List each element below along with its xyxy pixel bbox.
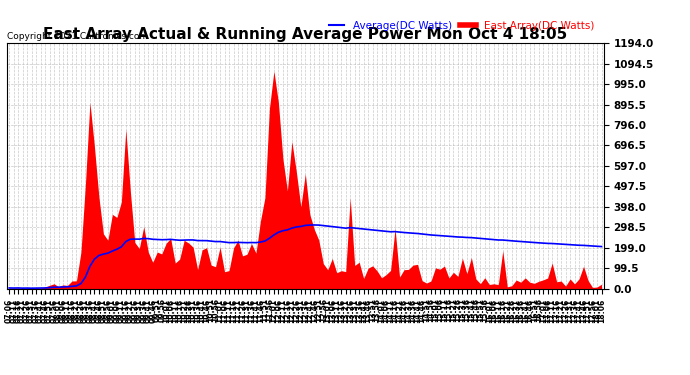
- Legend: Average(DC Watts), East Array(DC Watts): Average(DC Watts), East Array(DC Watts): [324, 16, 598, 35]
- Title: East Array Actual & Running Average Power Mon Oct 4 18:05: East Array Actual & Running Average Powe…: [43, 27, 567, 42]
- Text: Copyright 2021 Cartronics.com: Copyright 2021 Cartronics.com: [7, 32, 148, 41]
